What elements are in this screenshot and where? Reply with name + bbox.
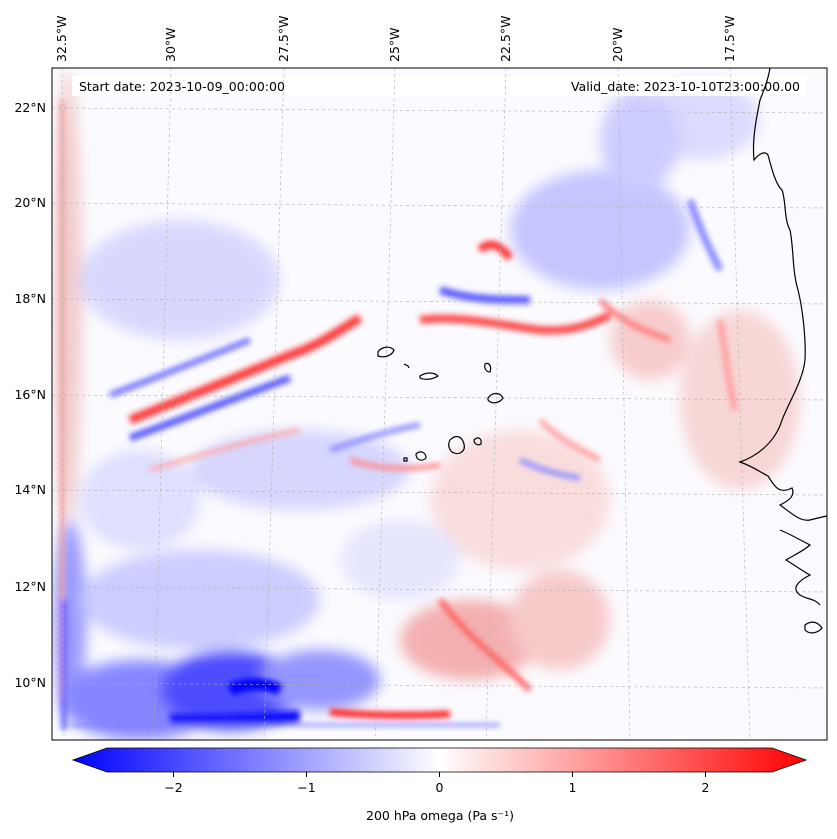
latitude-label: 12°N: [14, 579, 46, 594]
longitude-label: 20°W: [610, 27, 625, 62]
map-frame: [51, 67, 828, 741]
map-panel: Start date: 2023-10-09_00:00:00 Valid_da…: [14, 16, 828, 741]
latitude-label: 22°N: [14, 100, 46, 115]
coastlines: [377, 67, 828, 634]
colorbar-tick-label: 1: [569, 780, 577, 795]
colorbar-tick-label: −2: [164, 780, 182, 795]
colorbar-tick-label: 2: [702, 780, 710, 795]
latitude-labels: 22°N 20°N 18°N 16°N 14°N 12°N 10°N: [14, 100, 46, 690]
longitude-label: 27.5°W: [276, 16, 291, 62]
omega-field: [54, 70, 807, 740]
latitude-label: 20°N: [14, 195, 46, 210]
latitude-label: 16°N: [14, 387, 46, 402]
gridlines: [51, 67, 828, 741]
colorbar-tick-label: −1: [297, 780, 315, 795]
colorbar-ticks: −2 −1 0 1 2: [164, 772, 709, 795]
valid-date-label: Valid_date: 2023-10-10T23:00:00.00: [571, 79, 800, 94]
colorbar: −2 −1 0 1 2 200 hPa omega (Pa s⁻¹): [71, 747, 808, 823]
longitude-label: 30°W: [163, 27, 178, 62]
colorbar-title: 200 hPa omega (Pa s⁻¹): [366, 808, 514, 823]
colorbar-gradient: [71, 747, 808, 773]
longitude-label: 22.5°W: [498, 16, 513, 62]
latitude-label: 18°N: [14, 291, 46, 306]
latitude-label: 14°N: [14, 482, 46, 497]
latitude-label: 10°N: [14, 675, 46, 690]
longitude-label: 25°W: [387, 27, 402, 62]
date-label-strip: [72, 76, 807, 96]
longitude-label: 17.5°W: [722, 16, 737, 62]
longitude-labels: 32.5°W 30°W 27.5°W 25°W 22.5°W 20°W 17.5°W: [54, 16, 737, 62]
longitude-label: 32.5°W: [54, 16, 69, 62]
colorbar-tick-label: 0: [436, 780, 444, 795]
start-date-label: Start date: 2023-10-09_00:00:00: [79, 79, 285, 94]
